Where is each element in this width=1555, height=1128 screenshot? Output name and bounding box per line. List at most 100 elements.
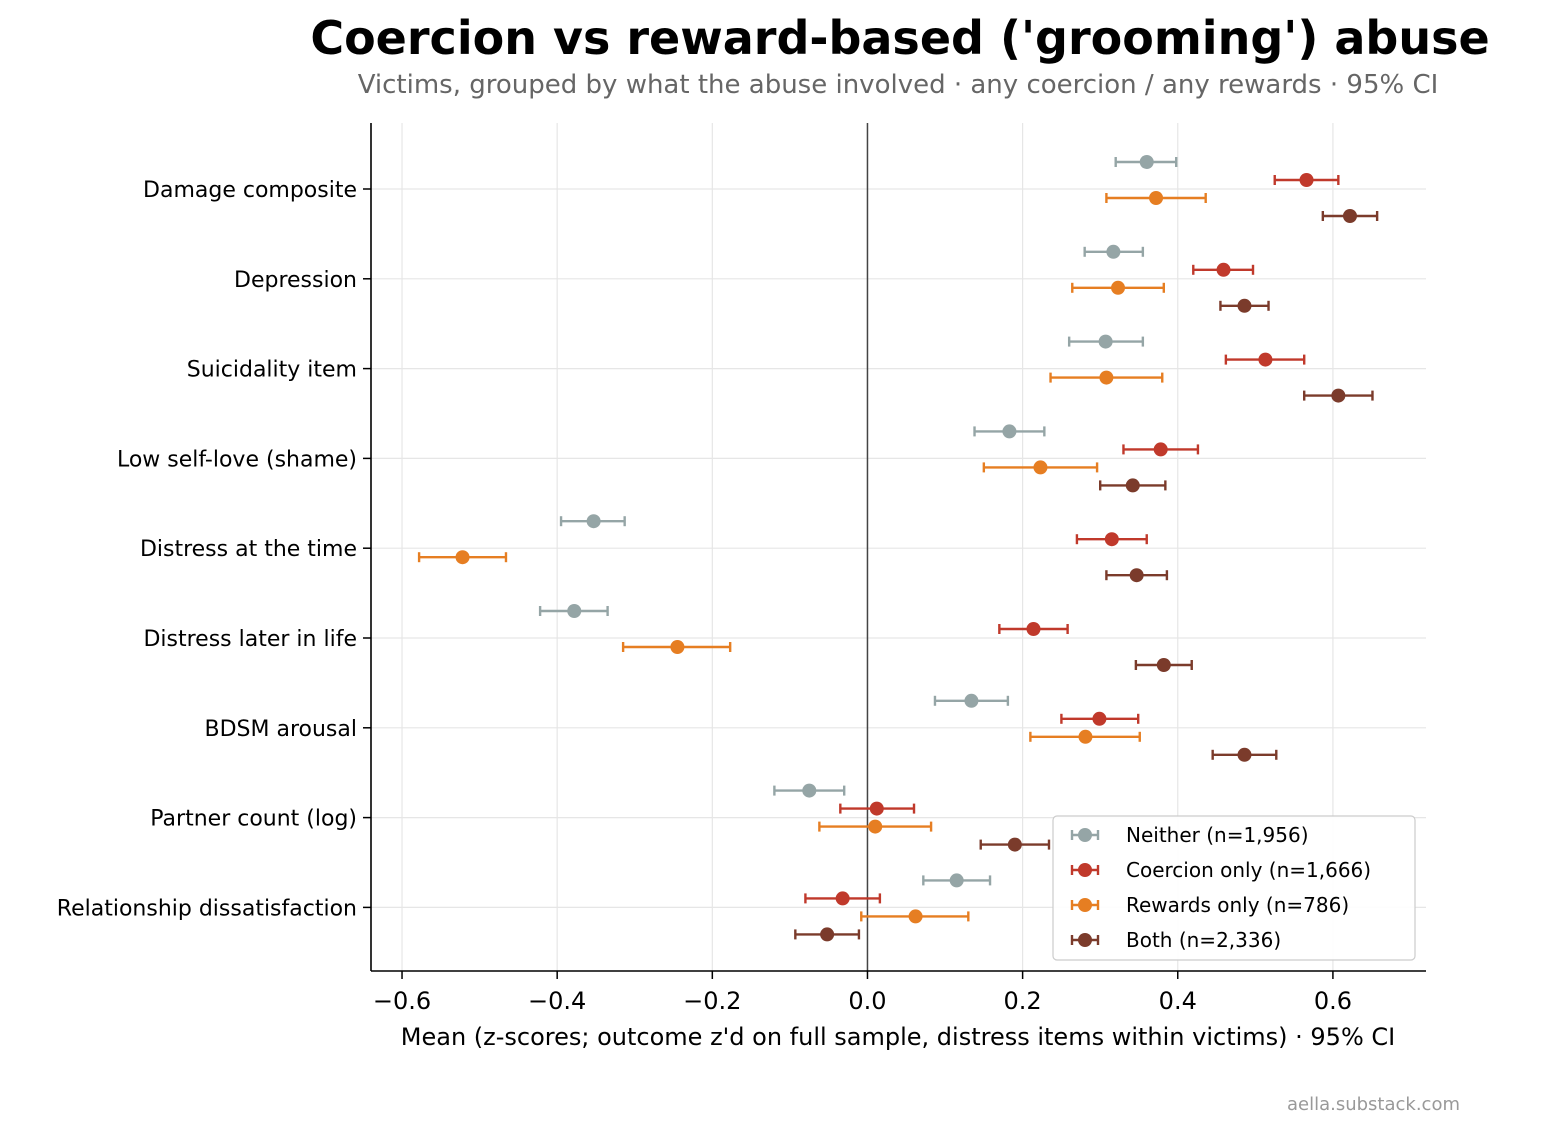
chart-title: Coercion vs reward-based ('grooming') ab… <box>310 11 1489 65</box>
error-bar-point <box>621 640 732 654</box>
data-point <box>1098 334 1113 349</box>
error-bar-point <box>1122 442 1200 457</box>
data-point <box>1342 209 1357 223</box>
data-point <box>1078 729 1093 744</box>
data-point <box>949 873 964 888</box>
data-point <box>586 514 601 529</box>
error-bar-point <box>1224 352 1306 367</box>
legend-marker <box>1078 898 1092 912</box>
x-tick-label: −0.6 <box>373 987 431 1015</box>
error-bar-point <box>1211 747 1278 762</box>
x-tick-label: 0.0 <box>848 987 886 1015</box>
data-point <box>1033 460 1048 475</box>
error-bar-point <box>794 927 861 942</box>
data-point <box>1139 155 1154 169</box>
error-bar-point <box>773 783 846 798</box>
data-point <box>1104 532 1119 547</box>
credit-text: aella.substack.com <box>1287 1094 1460 1115</box>
data-point <box>670 640 685 654</box>
error-bar-point <box>804 891 882 906</box>
error-bar-point <box>559 514 626 529</box>
error-bar-point <box>839 801 916 816</box>
data-point <box>1106 244 1121 259</box>
x-tick-labels: −0.6 −0.4 −0.2 0.0 0.2 0.4 0.6 <box>373 987 1352 1015</box>
error-bar-point <box>538 604 609 618</box>
grid <box>371 123 1426 971</box>
error-bar-point <box>1098 478 1167 493</box>
error-bar-point <box>1105 568 1169 583</box>
error-bar-point <box>1114 155 1178 169</box>
data-point <box>1216 262 1231 277</box>
error-bar-point <box>1273 173 1340 187</box>
data-point <box>1007 837 1022 852</box>
data-point <box>1258 352 1273 367</box>
legend-entry: Neither (n=1,956) <box>1070 823 1309 847</box>
data-point <box>1002 424 1017 439</box>
error-bar-point <box>1321 209 1379 223</box>
error-bar-point <box>1219 298 1270 313</box>
legend-label: Neither (n=1,956) <box>1126 823 1309 847</box>
x-tick-label: 0.6 <box>1314 987 1352 1015</box>
legend-label: Rewards only (n=786) <box>1126 893 1349 917</box>
error-bar-point <box>1067 334 1145 349</box>
error-bar-point <box>973 424 1046 439</box>
error-bar-point <box>1075 532 1148 547</box>
error-bar-point <box>979 837 1051 852</box>
data-point <box>1299 173 1314 187</box>
data-point <box>1125 478 1140 493</box>
data-point <box>835 891 850 906</box>
data-point <box>1099 370 1114 385</box>
category-label: Low self-love (shame) <box>117 447 357 472</box>
data-point <box>1156 658 1171 672</box>
error-bar-point <box>922 873 992 888</box>
category-label: Depression <box>234 268 357 293</box>
data-point <box>964 693 979 708</box>
data-point <box>868 819 883 834</box>
data-point <box>1153 442 1168 457</box>
category-label: Distress later in life <box>143 627 357 652</box>
legend-marker <box>1078 933 1092 947</box>
x-axis-label: Mean (z-scores; outcome z'd on full samp… <box>401 1023 1395 1051</box>
data-point <box>820 927 835 942</box>
x-tick-label: 0.4 <box>1159 987 1197 1015</box>
data-point <box>1237 747 1252 762</box>
data-point <box>1149 191 1164 205</box>
legend-marker <box>1078 828 1092 842</box>
error-bar-point <box>1105 191 1207 205</box>
axes <box>363 123 1426 979</box>
data-point <box>455 550 470 565</box>
legend-label: Both (n=2,336) <box>1126 928 1281 952</box>
legend-entry: Rewards only (n=786) <box>1070 893 1349 917</box>
data-point <box>1129 568 1144 583</box>
data-point <box>908 909 923 924</box>
category-label: Damage composite <box>143 178 357 203</box>
legend-entry: Coercion only (n=1,666) <box>1070 858 1371 882</box>
data-point <box>1237 298 1252 313</box>
x-tick-label: 0.2 <box>1004 987 1042 1015</box>
legend: Neither (n=1,956) Coercion only (n=1,666)… <box>1052 815 1416 961</box>
data-point <box>1092 711 1107 726</box>
error-bar-point <box>1134 658 1193 672</box>
error-bar-point <box>1192 262 1255 277</box>
error-bar-point <box>1060 711 1140 726</box>
x-tick-label: −0.2 <box>683 987 741 1015</box>
data-point <box>1111 280 1126 295</box>
legend-box <box>1052 815 1416 961</box>
category-label: BDSM arousal <box>205 717 357 742</box>
error-bar-point <box>998 622 1069 636</box>
y-tick-labels: Damage composite Depression Suicidality it… <box>57 178 357 921</box>
data-point <box>1331 388 1346 403</box>
error-bar-point <box>1029 729 1141 744</box>
x-tick-label: −0.4 <box>528 987 586 1015</box>
legend-entry: Both (n=2,336) <box>1070 928 1281 952</box>
error-bar-point <box>1303 388 1374 403</box>
legend-marker <box>1078 863 1092 877</box>
error-bar-point <box>1083 244 1145 259</box>
legend-label: Coercion only (n=1,666) <box>1126 858 1371 882</box>
error-bar-point <box>1071 280 1166 295</box>
chart-subtitle: Victims, grouped by what the abuse invol… <box>358 70 1439 100</box>
data-point <box>1026 622 1041 636</box>
data-point <box>802 783 817 798</box>
error-bar-point <box>982 460 1099 475</box>
